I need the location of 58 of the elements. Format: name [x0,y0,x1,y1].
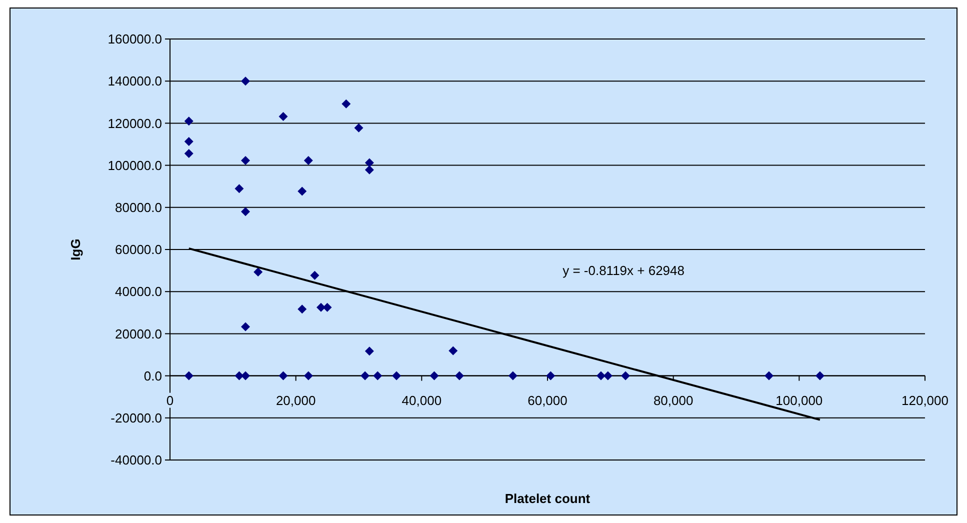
point [316,302,326,312]
y-axis-title: IgG [68,238,83,260]
point [241,322,250,332]
point [234,184,244,194]
y-tick-label: 20000.0 [115,326,162,342]
x-tick-label: 60,000 [528,392,568,408]
point [596,371,606,380]
point [278,112,288,121]
y-tick-label: 80000.0 [115,200,162,215]
x-tick-label: 120,000 [902,392,948,408]
y-tick-label: 120000.0 [108,116,162,131]
point [508,371,518,380]
point [360,371,370,380]
y-tick-label: 160000.0 [108,32,162,47]
y-tick-label: 60000.0 [115,242,162,258]
point [304,371,313,380]
point [278,371,288,380]
x-axis-title: Platelet count [504,491,591,506]
point [546,371,556,380]
point [241,156,250,165]
point [764,371,774,380]
point [254,268,263,277]
y-tick-label: 0.0 [144,368,162,384]
y-tick-label: 140000.0 [108,74,162,89]
point [184,371,194,380]
x-tick-label: 0 [166,392,174,408]
x-tick-label: 100,000 [776,392,823,408]
point [241,371,250,380]
point [815,371,824,380]
point [364,346,374,356]
x-tick-label: 80,000 [653,392,694,408]
point [454,371,464,380]
y-tick-label: -20000.0 [110,410,162,426]
y-tick-label: 40000.0 [115,284,162,300]
point [430,371,439,380]
point [621,371,630,380]
point [373,371,382,380]
point [298,304,307,314]
point [448,346,458,356]
point [241,207,250,216]
point [310,270,320,280]
point [241,76,250,86]
point [603,371,612,380]
y-tick-label: -40000.0 [110,452,162,468]
point [184,137,194,146]
point [298,186,307,196]
point [364,158,374,168]
x-tick-label: 20,000 [276,392,316,408]
point [304,156,313,165]
point [184,116,194,126]
point [342,99,351,108]
point [354,123,364,132]
x-tick-label: 40,000 [402,392,442,408]
point [392,371,401,380]
annotation: y = -0.8119x + 62948 [562,262,685,278]
point [364,165,374,174]
y-tick-label: 100000.0 [108,158,162,173]
point [184,149,194,158]
